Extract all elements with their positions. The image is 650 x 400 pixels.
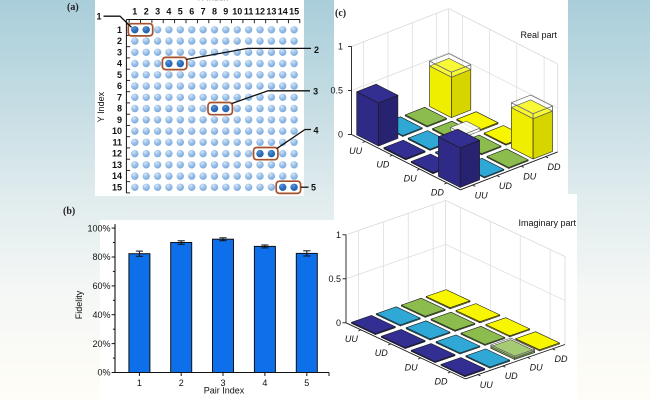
svg-text:11: 11 (112, 137, 122, 147)
svg-text:7: 7 (117, 92, 122, 102)
svg-text:20%: 20% (92, 339, 110, 349)
svg-text:UD: UD (499, 181, 512, 191)
svg-text:DU: DU (523, 171, 536, 181)
svg-text:2: 2 (117, 36, 122, 46)
svg-text:1: 1 (132, 7, 137, 17)
svg-text:60%: 60% (92, 281, 110, 291)
svg-text:UU: UU (475, 190, 488, 200)
svg-text:13: 13 (112, 160, 122, 170)
svg-text:UU: UU (349, 146, 362, 156)
svg-text:10: 10 (232, 7, 242, 17)
svg-text:0%: 0% (97, 368, 110, 378)
svg-text:3: 3 (220, 378, 225, 388)
svg-text:1: 1 (338, 42, 343, 52)
svg-text:15: 15 (289, 7, 299, 17)
svg-text:1: 1 (117, 25, 122, 35)
svg-text:3: 3 (117, 47, 122, 57)
svg-text:40%: 40% (92, 310, 110, 320)
svg-text:6: 6 (189, 7, 194, 17)
svg-text:9: 9 (117, 115, 122, 125)
svg-text:7: 7 (201, 7, 206, 17)
svg-text:100%: 100% (87, 223, 110, 233)
svg-text:15: 15 (112, 182, 122, 192)
svg-text:UD: UD (505, 371, 518, 381)
svg-text:UD: UD (375, 348, 388, 358)
svg-text:X Index: X Index (198, 0, 229, 3)
svg-text:12: 12 (112, 149, 122, 159)
svg-text:8: 8 (117, 104, 122, 114)
svg-text:12: 12 (255, 7, 265, 17)
svg-text:5: 5 (117, 70, 122, 80)
svg-text:Real part: Real part (520, 30, 557, 40)
svg-text:Fidelity: Fidelity (74, 290, 84, 319)
svg-text:UD: UD (376, 160, 389, 170)
svg-text:14: 14 (278, 7, 288, 17)
svg-text:80%: 80% (92, 252, 110, 262)
svg-text:Imaginary part: Imaginary part (518, 218, 576, 228)
svg-text:DU: DU (404, 174, 417, 184)
svg-text:3: 3 (313, 87, 318, 97)
svg-text:11: 11 (244, 7, 254, 17)
svg-text:Y Index: Y Index (96, 91, 106, 122)
svg-text:13: 13 (266, 7, 276, 17)
svg-text:4: 4 (117, 59, 122, 69)
svg-text:1: 1 (137, 378, 142, 388)
svg-text:0: 0 (338, 130, 343, 140)
svg-text:0.5: 0.5 (330, 86, 343, 96)
svg-text:DD: DD (555, 354, 568, 364)
svg-text:UU: UU (480, 380, 493, 390)
svg-text:DD: DD (435, 376, 448, 386)
svg-text:10: 10 (112, 126, 122, 136)
svg-text:2: 2 (144, 7, 149, 17)
svg-text:2: 2 (179, 378, 184, 388)
svg-text:DD: DD (548, 162, 561, 172)
svg-text:0: 0 (336, 318, 341, 328)
svg-text:DD: DD (431, 187, 444, 197)
svg-text:DU: DU (530, 363, 543, 373)
svg-text:5: 5 (178, 7, 183, 17)
svg-text:0.5: 0.5 (328, 274, 341, 284)
svg-text:3: 3 (155, 7, 160, 17)
svg-text:14: 14 (112, 171, 122, 181)
svg-text:6: 6 (117, 81, 122, 91)
svg-text:1: 1 (96, 12, 101, 22)
svg-text:4: 4 (313, 126, 318, 136)
svg-text:UU: UU (345, 334, 358, 344)
svg-text:8: 8 (212, 7, 217, 17)
svg-text:DU: DU (405, 362, 418, 372)
svg-text:2: 2 (314, 45, 319, 55)
svg-text:5: 5 (304, 378, 309, 388)
svg-text:4: 4 (262, 378, 267, 388)
svg-text:Pair Index: Pair Index (204, 386, 245, 396)
svg-text:1: 1 (336, 230, 341, 240)
svg-text:5: 5 (311, 183, 316, 193)
svg-text:9: 9 (223, 7, 228, 17)
svg-text:4: 4 (166, 7, 171, 17)
